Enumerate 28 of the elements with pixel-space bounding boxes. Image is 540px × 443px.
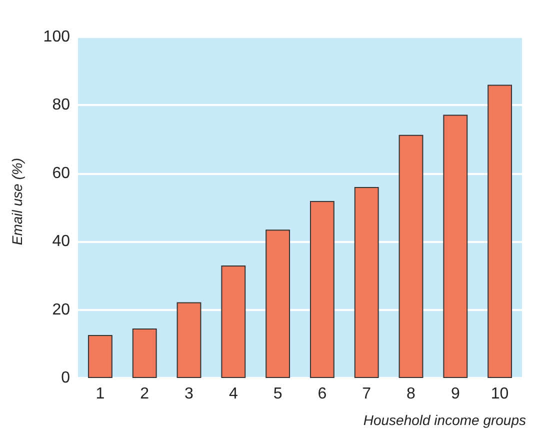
bar bbox=[88, 335, 112, 378]
bar bbox=[266, 230, 290, 378]
bar bbox=[132, 328, 157, 378]
bar bbox=[354, 187, 379, 378]
x-tick-label: 6 bbox=[318, 386, 327, 402]
y-tick-label: 80 bbox=[52, 96, 70, 114]
bar bbox=[221, 265, 246, 378]
x-tick-label: 4 bbox=[228, 386, 238, 402]
x-tick-label: 3 bbox=[184, 386, 194, 402]
y-tick-label: 40 bbox=[52, 233, 70, 250]
y-tick-label: 0 bbox=[61, 370, 70, 386]
x-tick-label: 5 bbox=[273, 386, 282, 402]
x-tick-label: 9 bbox=[450, 386, 460, 402]
x-tick-label: 1 bbox=[96, 386, 105, 402]
x-tick-label: 10 bbox=[490, 386, 509, 402]
y-axis-title: Email use (%) bbox=[9, 158, 25, 246]
y-tick-label: 20 bbox=[52, 301, 70, 318]
x-tick-label: 8 bbox=[406, 386, 416, 402]
bar bbox=[176, 302, 202, 378]
bar bbox=[488, 84, 512, 378]
bar bbox=[398, 134, 424, 378]
bar bbox=[310, 201, 334, 378]
bar bbox=[443, 114, 468, 378]
x-tick-label: 7 bbox=[362, 386, 372, 402]
y-tick-label: 60 bbox=[52, 164, 70, 182]
x-tick-label: 2 bbox=[140, 386, 150, 402]
y-tick-label: 100 bbox=[43, 28, 70, 46]
x-axis-title: Household income groups bbox=[363, 412, 526, 428]
